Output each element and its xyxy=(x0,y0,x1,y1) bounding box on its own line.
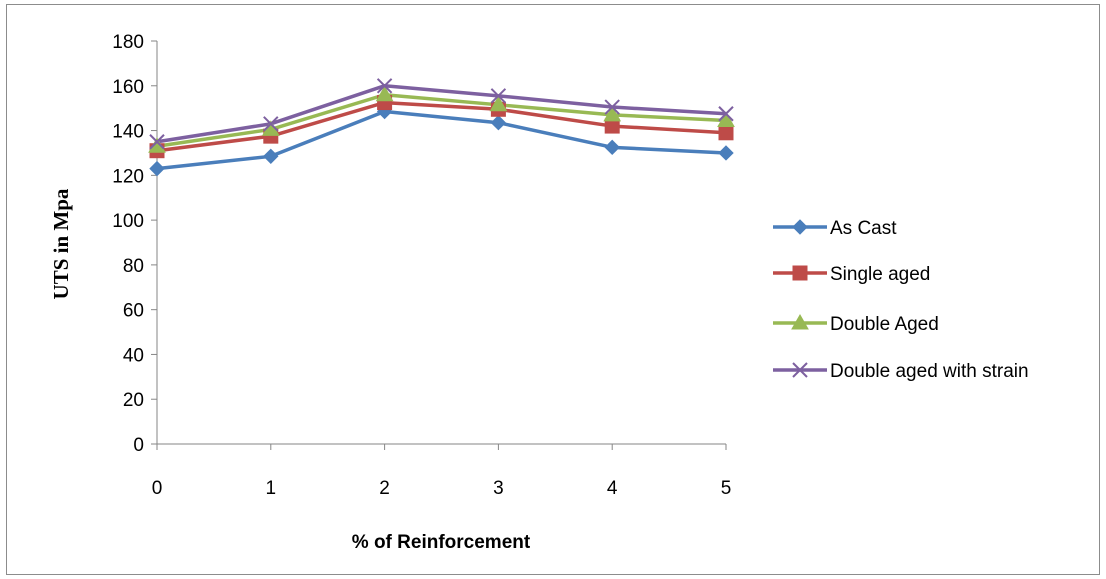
series-line-double-aged-with-strain xyxy=(156,84,727,144)
data-point-as-cast xyxy=(149,160,165,177)
y-tick-label: 60 xyxy=(123,301,144,322)
legend-label: As Cast xyxy=(830,218,897,239)
legend-item-as-cast: As Cast xyxy=(773,218,897,239)
series-line-as-cast xyxy=(156,109,727,171)
axes xyxy=(151,40,727,450)
data-point-double-aged xyxy=(375,85,394,102)
data-point-single-aged xyxy=(718,125,734,141)
x-tick-label: 4 xyxy=(607,478,618,499)
x-stroke xyxy=(792,362,808,378)
x-tick-label: 2 xyxy=(379,478,390,499)
data-point-as-cast xyxy=(263,148,279,165)
data-point-double-aged-with-strain xyxy=(149,134,165,150)
x-tick-label: 0 xyxy=(152,478,163,499)
legend-label: Single aged xyxy=(830,264,930,285)
series-lines xyxy=(156,84,727,171)
x-stroke xyxy=(718,106,734,122)
series-line-double-aged xyxy=(156,92,727,148)
legend-label: Double aged with strain xyxy=(830,361,1029,382)
x-tick-label: 5 xyxy=(721,478,732,499)
data-point-as-cast xyxy=(490,115,507,131)
data-point-as-cast xyxy=(718,145,734,161)
y-tick-label: 20 xyxy=(123,390,144,411)
data-point-double-aged-with-strain xyxy=(718,106,734,122)
data-point-as-cast xyxy=(604,139,620,156)
data-point-double-aged xyxy=(489,95,508,112)
legend-item-double-aged-with-strain: Double aged with strain xyxy=(773,361,1029,382)
data-point-double-aged-with-strain xyxy=(376,78,393,94)
legend-swatch-marker xyxy=(792,362,808,378)
data-point-double-aged xyxy=(603,105,622,122)
y-axis-title: UTS in Mpa xyxy=(49,188,73,299)
x-tick-label: 1 xyxy=(266,478,277,499)
legend-swatch-marker xyxy=(792,265,808,281)
series-line-single-aged xyxy=(156,100,727,153)
x-stroke xyxy=(263,116,279,132)
x-axis-title: % of Reinforcement xyxy=(352,532,531,553)
series-markers xyxy=(148,78,735,177)
legend-swatch-marker xyxy=(791,313,809,330)
legend: As Cast Single aged Double Aged Double aged… xyxy=(773,218,1029,382)
x-stroke xyxy=(149,134,165,150)
data-point-double-aged-with-strain xyxy=(604,99,620,115)
data-point-double-aged-with-strain xyxy=(263,116,279,132)
y-tick-label: 80 xyxy=(123,256,144,277)
legend-item-double-aged: Double Aged xyxy=(773,313,939,335)
y-tick-label: 180 xyxy=(112,32,144,53)
y-tick-label: 140 xyxy=(112,122,144,143)
data-point-double-aged-with-strain xyxy=(490,88,507,104)
legend-item-single-aged: Single aged xyxy=(773,264,930,285)
data-point-double-aged xyxy=(717,111,735,127)
legend-label: Double Aged xyxy=(830,314,939,335)
legend-swatch-marker xyxy=(792,219,808,235)
x-stroke xyxy=(490,88,507,104)
x-stroke xyxy=(376,78,393,94)
y-tick-label: 0 xyxy=(133,435,144,456)
y-tick-label: 120 xyxy=(112,166,144,187)
y-tick-label: 160 xyxy=(112,77,144,98)
chart-frame xyxy=(6,4,1100,575)
y-tick-label: 40 xyxy=(123,345,144,366)
x-stroke xyxy=(604,99,620,115)
tick-labels: 0 20 40 60 80 100 120 140 160 180 0 1 2 3 4 5 xyxy=(112,32,731,499)
x-tick-label: 3 xyxy=(493,478,504,499)
y-tick-label: 100 xyxy=(112,211,144,232)
